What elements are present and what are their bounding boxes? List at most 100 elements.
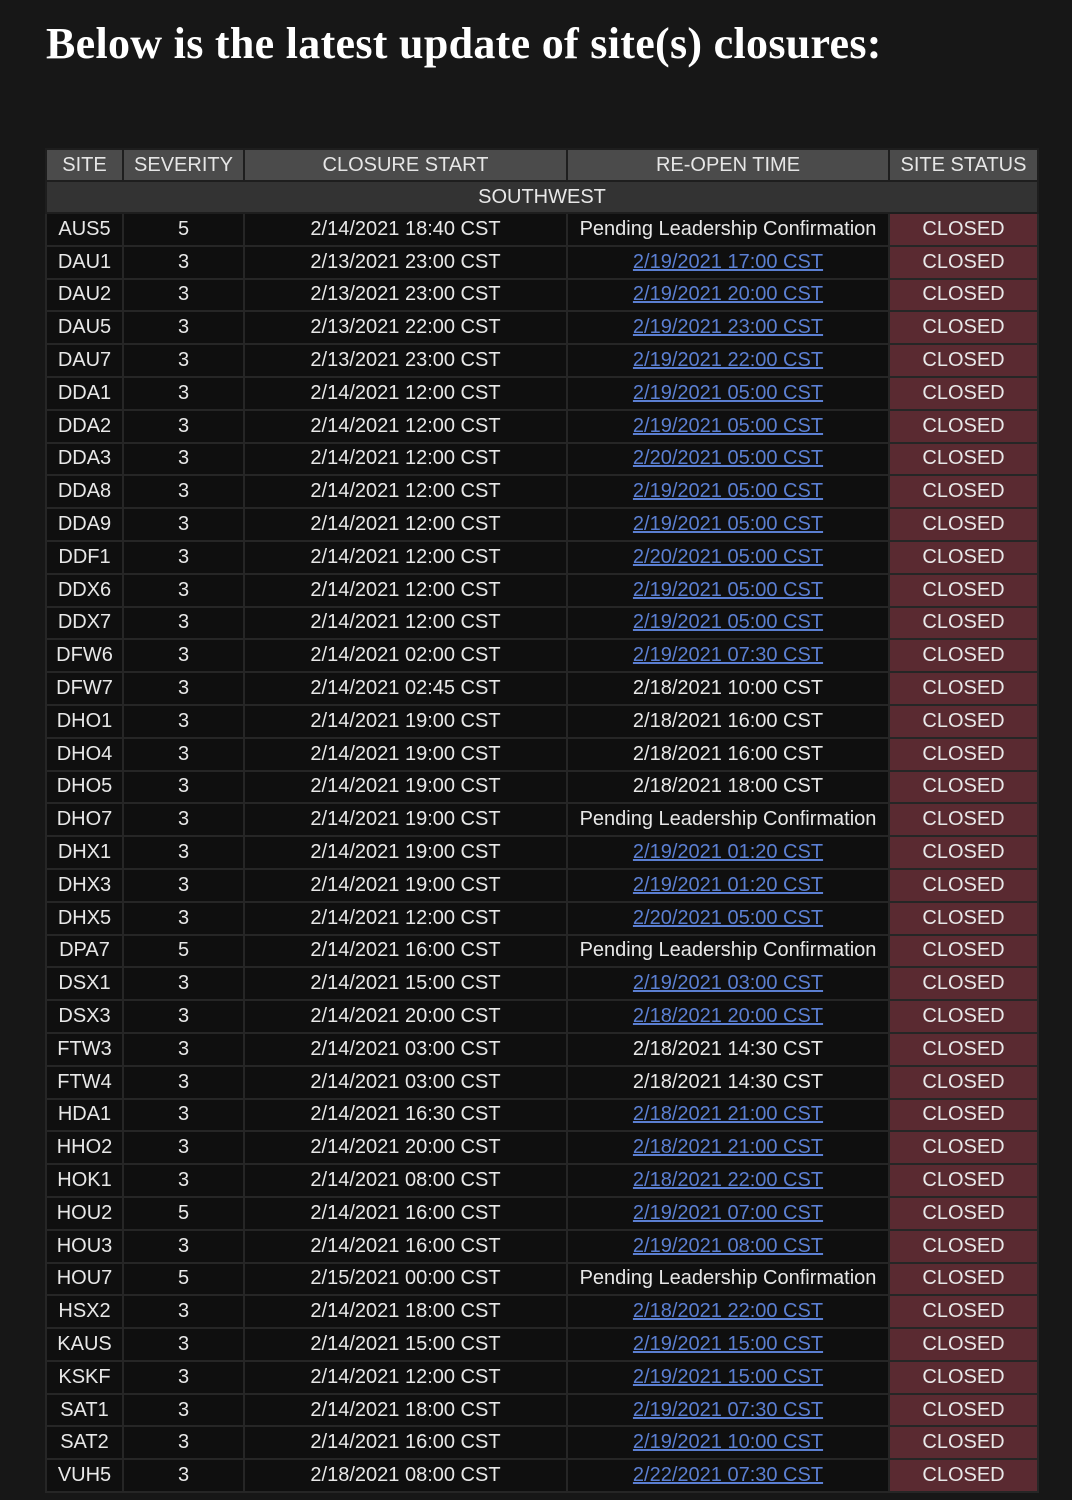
severity-cell: 5 <box>122 933 245 969</box>
severity-cell: 3 <box>122 638 245 674</box>
site-status-cell: CLOSED <box>888 212 1039 247</box>
table-row: HOU2 5 2/14/2021 16:00 CST 2/19/2021 07:00 … <box>45 1195 1039 1231</box>
reopen-time-link[interactable]: 2/18/2021 21:00 CST <box>632 1136 824 1159</box>
severity-cell: 3 <box>122 277 245 313</box>
reopen-time-link[interactable]: 2/19/2021 05:00 CST <box>632 381 824 404</box>
reopen-time-cell: 2/19/2021 22:00 CST <box>566 343 890 378</box>
reopen-time-link[interactable]: 2/19/2021 07:30 CST <box>632 644 824 667</box>
site-status-cell: CLOSED <box>888 375 1039 411</box>
site-cell: DHX5 <box>45 900 124 936</box>
reopen-time-link[interactable]: 2/19/2021 20:00 CST <box>632 283 824 306</box>
column-header-site-status: SITE STATUS <box>888 148 1039 182</box>
reopen-time-cell: 2/19/2021 15:00 CST <box>566 1359 890 1395</box>
site-cell: DHX1 <box>45 835 124 870</box>
severity-cell: 3 <box>122 1097 245 1133</box>
table-row: DDA9 3 2/14/2021 12:00 CST 2/19/2021 05:00 … <box>45 507 1039 542</box>
table-row: DHO1 3 2/14/2021 19:00 CST 2/18/2021 16:00 … <box>45 703 1039 739</box>
reopen-time-link[interactable]: 2/19/2021 15:00 CST <box>632 1365 824 1388</box>
table-row: DAU7 3 2/13/2021 23:00 CST 2/19/2021 22:00 … <box>45 343 1039 378</box>
severity-cell: 3 <box>122 1392 245 1428</box>
reopen-time-cell: 2/18/2021 22:00 CST <box>566 1163 890 1198</box>
site-cell: DDA9 <box>45 507 124 542</box>
reopen-time-link[interactable]: 2/19/2021 05:00 CST <box>632 480 824 503</box>
severity-cell: 3 <box>122 736 245 772</box>
region-label: SOUTHWEST <box>45 180 1039 214</box>
severity-cell: 5 <box>122 212 245 247</box>
reopen-time-link[interactable]: 2/18/2021 22:00 CST <box>632 1300 824 1323</box>
site-status-cell: CLOSED <box>888 277 1039 313</box>
closure-start-cell: 2/14/2021 20:00 CST <box>243 999 568 1034</box>
table-row: HOU7 5 2/15/2021 00:00 CST Pending Leadersh… <box>45 1261 1039 1297</box>
severity-cell: 3 <box>122 1163 245 1198</box>
site-status-cell: CLOSED <box>888 441 1039 477</box>
reopen-time-cell: 2/19/2021 15:00 CST <box>566 1327 890 1362</box>
site-cell: FTW4 <box>45 1064 124 1100</box>
site-status-cell: CLOSED <box>888 1261 1039 1297</box>
table-row: SAT2 3 2/14/2021 16:00 CST 2/19/2021 10:00 … <box>45 1425 1039 1461</box>
reopen-time-cell: 2/19/2021 17:00 CST <box>566 244 890 280</box>
closure-start-cell: 2/14/2021 19:00 CST <box>243 736 568 772</box>
severity-cell: 3 <box>122 900 245 936</box>
reopen-time-link[interactable]: 2/19/2021 07:00 CST <box>632 1201 824 1224</box>
table-row: DHX3 3 2/14/2021 19:00 CST 2/19/2021 01:20 … <box>45 867 1039 903</box>
region-row: SOUTHWEST <box>45 180 1039 214</box>
reopen-time-link[interactable]: 2/19/2021 01:20 CST <box>632 841 824 864</box>
reopen-time-link[interactable]: 2/19/2021 01:20 CST <box>632 873 824 896</box>
table-row: AUS5 5 2/14/2021 18:40 CST Pending Leadersh… <box>45 212 1039 247</box>
reopen-time-link[interactable]: 2/18/2021 20:00 CST <box>632 1005 824 1028</box>
severity-cell: 3 <box>122 1425 245 1461</box>
closure-start-cell: 2/14/2021 02:00 CST <box>243 638 568 674</box>
reopen-time-link[interactable]: 2/19/2021 22:00 CST <box>632 349 824 372</box>
site-status-cell: CLOSED <box>888 507 1039 542</box>
reopen-time-cell: 2/18/2021 16:00 CST <box>566 736 890 772</box>
reopen-time-link[interactable]: 2/20/2021 05:00 CST <box>632 906 824 929</box>
closure-start-cell: 2/14/2021 12:00 CST <box>243 375 568 411</box>
reopen-time-link[interactable]: 2/18/2021 21:00 CST <box>632 1103 824 1126</box>
reopen-time-link[interactable]: 2/19/2021 05:00 CST <box>632 611 824 634</box>
site-cell: DPA7 <box>45 933 124 969</box>
reopen-time-cell: 2/18/2021 21:00 CST <box>566 1130 890 1166</box>
closure-start-cell: 2/13/2021 23:00 CST <box>243 244 568 280</box>
reopen-time-link[interactable]: 2/18/2021 22:00 CST <box>632 1169 824 1191</box>
site-status-cell: CLOSED <box>888 1130 1039 1166</box>
reopen-time-link[interactable]: 2/20/2021 05:00 CST <box>632 447 824 470</box>
reopen-time-cell: Pending Leadership Confirmation <box>566 212 890 247</box>
closure-start-cell: 2/14/2021 19:00 CST <box>243 835 568 870</box>
site-status-cell: CLOSED <box>888 1195 1039 1231</box>
severity-cell: 3 <box>122 343 245 378</box>
closure-start-cell: 2/14/2021 19:00 CST <box>243 867 568 903</box>
site-status-cell: CLOSED <box>888 1392 1039 1428</box>
reopen-time-link[interactable]: 2/19/2021 03:00 CST <box>632 972 824 995</box>
reopen-time-cell: Pending Leadership Confirmation <box>566 1261 890 1297</box>
table-row: HOU3 3 2/14/2021 16:00 CST 2/19/2021 08:00 … <box>45 1228 1039 1264</box>
reopen-time-link[interactable]: 2/19/2021 10:00 CST <box>632 1431 824 1454</box>
reopen-time-link[interactable]: 2/19/2021 05:00 CST <box>632 578 824 601</box>
site-cell: DAU1 <box>45 244 124 280</box>
site-cell: DDA1 <box>45 375 124 411</box>
table-row: FTW3 3 2/14/2021 03:00 CST 2/18/2021 14:30 … <box>45 1031 1039 1067</box>
site-status-cell: CLOSED <box>888 244 1039 280</box>
site-status-cell: CLOSED <box>888 966 1039 1002</box>
reopen-time-link[interactable]: 2/19/2021 15:00 CST <box>632 1332 824 1355</box>
site-cell: DSX1 <box>45 966 124 1002</box>
site-cell: AUS5 <box>45 212 124 247</box>
site-cell: DDA3 <box>45 441 124 477</box>
table-row: DDA3 3 2/14/2021 12:00 CST 2/20/2021 05:00 … <box>45 441 1039 477</box>
table-header: SITE SEVERITY CLOSURE START RE-OPEN TIME… <box>45 148 1039 182</box>
closure-start-cell: 2/14/2021 19:00 CST <box>243 769 568 805</box>
reopen-time-link[interactable]: 2/19/2021 08:00 CST <box>632 1234 824 1257</box>
severity-cell: 3 <box>122 703 245 739</box>
site-cell: DFW6 <box>45 638 124 674</box>
site-cell: HOK1 <box>45 1163 124 1198</box>
reopen-time-link[interactable]: 2/19/2021 05:00 CST <box>632 513 824 536</box>
severity-cell: 3 <box>122 802 245 838</box>
reopen-time-link[interactable]: 2/22/2021 07:30 CST <box>632 1464 824 1487</box>
reopen-time-link[interactable]: 2/19/2021 17:00 CST <box>632 250 824 273</box>
site-status-cell: CLOSED <box>888 703 1039 739</box>
severity-cell: 3 <box>122 999 245 1034</box>
reopen-time-link[interactable]: 2/19/2021 07:30 CST <box>632 1398 824 1421</box>
reopen-time-link[interactable]: 2/19/2021 05:00 CST <box>632 414 824 437</box>
reopen-time-link[interactable]: 2/20/2021 05:00 CST <box>632 545 824 568</box>
reopen-time-cell: 2/18/2021 14:30 CST <box>566 1031 890 1067</box>
reopen-time-link[interactable]: 2/19/2021 23:00 CST <box>632 316 824 339</box>
